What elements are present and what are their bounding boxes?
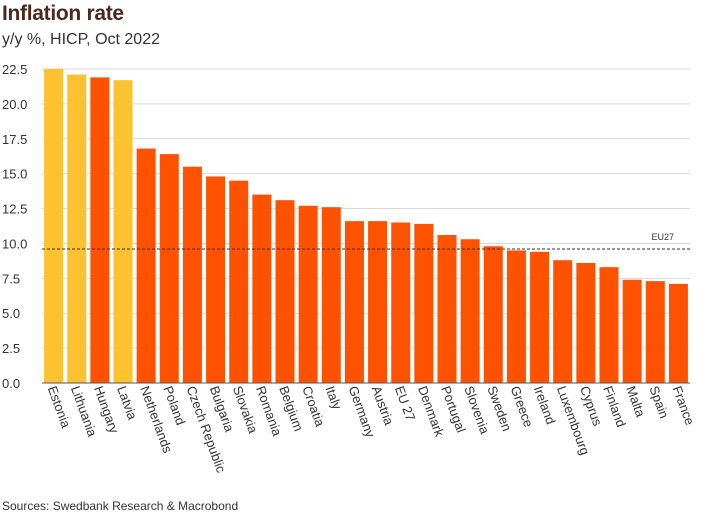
bar [275, 200, 295, 383]
y-tick-label: 17.5 [2, 132, 27, 147]
bar [460, 239, 480, 383]
bar [136, 148, 156, 383]
bar [622, 279, 642, 383]
bar [530, 251, 550, 383]
x-tick-label: Italy [322, 384, 344, 412]
y-tick-label: 5.0 [2, 306, 20, 321]
bar [90, 77, 110, 383]
y-tick-label: 0.0 [2, 376, 20, 391]
y-tick-label: 12.5 [2, 202, 27, 217]
bar [252, 194, 272, 383]
bar [344, 221, 364, 383]
y-tick-label: 22.5 [2, 62, 27, 77]
bar [113, 80, 133, 384]
x-tick-label: Latvia [114, 384, 140, 422]
bar [553, 260, 573, 383]
x-tick-label: Spain [646, 384, 671, 420]
y-tick-label: 2.5 [2, 341, 20, 356]
y-tick-label: 20.0 [2, 97, 27, 112]
x-tick-label: France [670, 384, 698, 427]
bar [391, 222, 411, 383]
bar [668, 283, 688, 383]
bar [229, 180, 249, 383]
y-tick-label: 10.0 [2, 236, 27, 251]
bar [483, 246, 503, 383]
bar [645, 281, 665, 383]
bar [437, 235, 457, 383]
bar [576, 262, 596, 383]
bar [321, 207, 341, 383]
y-tick-label: 7.5 [2, 271, 20, 286]
source-note: Sources: Swedbank Research & Macrobond [2, 499, 239, 513]
bar [599, 267, 619, 383]
y-tick-label: 15.0 [2, 167, 27, 182]
bar [159, 154, 179, 383]
bar [206, 176, 226, 383]
bar [44, 69, 64, 383]
x-tick-label: Malta [623, 384, 648, 420]
bar [368, 221, 388, 383]
bar [182, 166, 202, 383]
bar [414, 223, 434, 383]
chart-subtitle: y/y %, HICP, Oct 2022 [2, 31, 160, 48]
bar [67, 74, 87, 384]
chart-title: Inflation rate [2, 2, 124, 25]
bar [298, 205, 318, 383]
reference-line-label: EU27 [651, 232, 674, 242]
bar [506, 250, 526, 383]
